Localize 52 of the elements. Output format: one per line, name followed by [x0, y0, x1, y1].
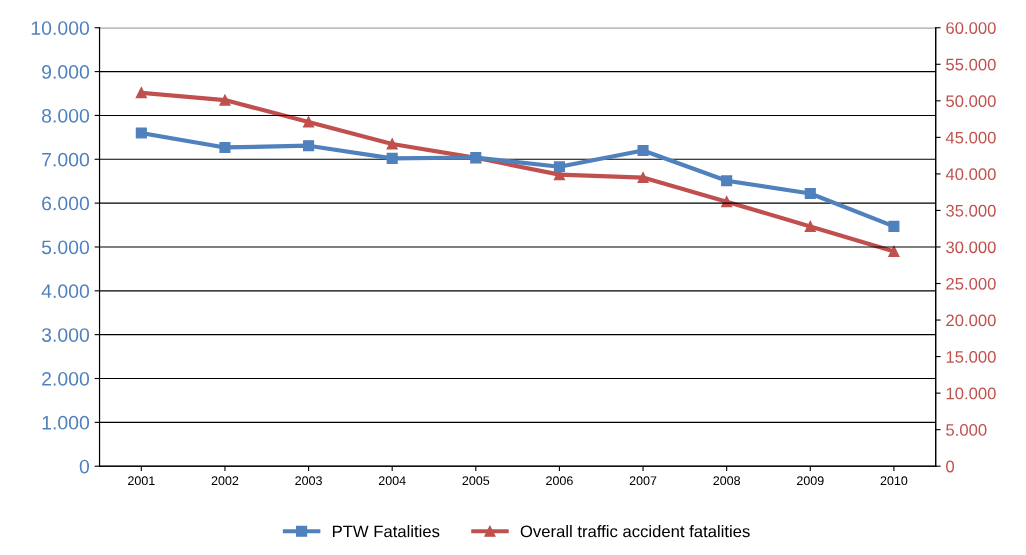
point	[219, 141, 231, 154]
y-tick-label: 4.000	[41, 284, 90, 299]
point	[303, 116, 315, 128]
y2-tick-label: 20.000	[946, 314, 996, 327]
point	[386, 152, 398, 164]
x-tick-label: 2002	[211, 476, 239, 486]
point	[637, 144, 649, 157]
y-tick-label: 3.000	[41, 328, 90, 342]
y-tick-label: 5.000	[41, 240, 90, 255]
y-tick-label: 1.000	[42, 415, 90, 430]
x-tick-label: 2010	[880, 476, 908, 486]
point	[637, 171, 649, 184]
y2-tick-label: 10.000	[946, 387, 996, 400]
y-tick-label: 6.000	[42, 196, 90, 211]
y2-tick-label: 35.000	[946, 204, 996, 217]
y2-tick-label: 25.000	[946, 277, 996, 290]
point	[135, 127, 147, 139]
y-tick-label: 2.000	[42, 371, 90, 386]
point	[303, 140, 315, 152]
point	[804, 187, 816, 200]
x-tick-label: 2004	[378, 476, 406, 486]
x-tick-label: 2008	[713, 476, 741, 486]
x-tick-label: 2009	[797, 476, 824, 486]
y2-tick-label: 60.000	[946, 22, 996, 34]
y2-tick-label: 15.000	[946, 350, 996, 363]
legend-label: PTW Fatalities	[332, 525, 440, 538]
y2-tick-label: 0	[946, 460, 955, 473]
point	[888, 220, 900, 232]
legend-label: Overall traffic accident fatalities	[520, 525, 750, 538]
x-tick-label: 2007	[629, 476, 657, 486]
y-tick-label: 10.000	[31, 21, 90, 35]
y2-tick-label: 45.000	[945, 131, 996, 144]
x-tick-label: 2005	[462, 476, 490, 486]
point	[386, 138, 398, 150]
y-tick-label: 7.000	[42, 152, 90, 167]
x-tick-label: 2006	[546, 476, 573, 486]
point	[804, 220, 816, 233]
y2-tick-label: 5.000	[946, 424, 987, 436]
y2-tick-label: 30.000	[946, 241, 996, 254]
y2-tick-label: 55.000	[946, 58, 996, 71]
y-tick-label: 0	[79, 459, 90, 474]
point	[888, 245, 900, 257]
y-tick-label: 8.000	[41, 108, 90, 123]
point	[721, 175, 733, 187]
y2-tick-label: 40.000	[945, 168, 996, 181]
y-tick-label: 9.000	[42, 65, 90, 79]
x-tick-label: 2003	[295, 476, 322, 486]
point	[219, 94, 231, 106]
x-tick-label: 2001	[128, 476, 155, 486]
y2-tick-label: 50.000	[946, 95, 996, 108]
point	[135, 87, 147, 99]
point	[553, 161, 565, 173]
